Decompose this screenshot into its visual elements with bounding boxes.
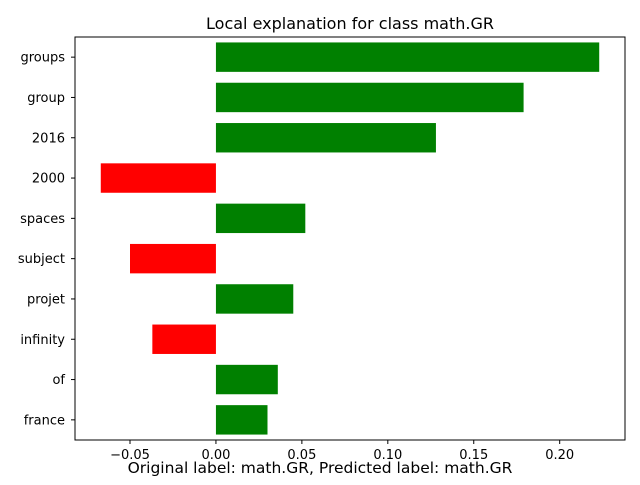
x-tick-label: 0.00: [201, 448, 230, 463]
y-tick-label: infinity: [20, 333, 65, 348]
y-tick-label: of: [52, 373, 65, 388]
x-tick-label: 0.20: [545, 448, 574, 463]
bar-2016: [215, 123, 436, 153]
bar-of: [215, 364, 278, 395]
x-tick-label: −0.05: [110, 448, 150, 463]
bar-groups: [215, 42, 600, 72]
bar-infinity: [152, 324, 216, 354]
bar-france: [215, 405, 268, 435]
label-caption: Original label: math.GR, Predicted label…: [127, 459, 513, 477]
x-tick-label: 0.05: [287, 448, 316, 463]
bar-2000: [100, 163, 216, 193]
bar-subject: [130, 243, 216, 274]
y-tick-label: 2016: [32, 131, 65, 146]
plot-frame: [74, 36, 626, 441]
y-tick-label: groups: [20, 51, 65, 66]
y-tick-label: subject: [18, 252, 65, 267]
bar-projet: [215, 284, 294, 314]
y-tick-label: spaces: [20, 212, 65, 227]
y-tick-label: projet: [27, 292, 65, 307]
y-tick-label: 2000: [32, 172, 65, 187]
bar-spaces: [215, 203, 306, 234]
y-tick-label: group: [27, 91, 65, 106]
x-tick-label: 0.10: [373, 448, 402, 463]
x-tick-label: 0.15: [459, 448, 488, 463]
chart-title: Local explanation for class math.GR: [206, 14, 494, 33]
y-tick-label: france: [24, 413, 65, 428]
bar-group: [215, 82, 524, 113]
